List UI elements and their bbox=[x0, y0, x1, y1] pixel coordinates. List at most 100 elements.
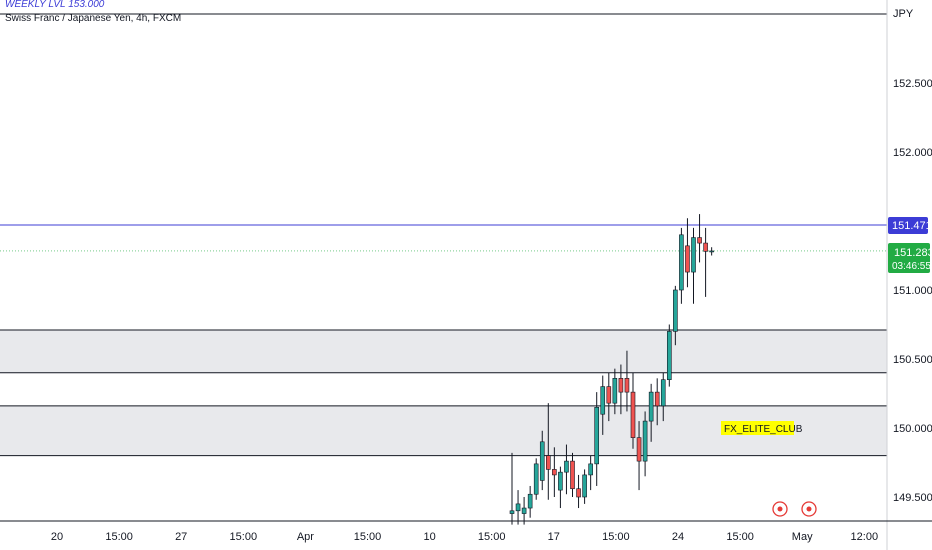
time-tick-label: 15:00 bbox=[478, 531, 506, 543]
price-tick-label: 152.500 bbox=[893, 78, 932, 90]
candle-body bbox=[576, 488, 581, 498]
event-marker-dot bbox=[777, 506, 783, 512]
price-tick-label: 149.500 bbox=[893, 492, 932, 504]
time-tick-label: 20 bbox=[51, 531, 63, 543]
candle-body bbox=[521, 507, 527, 514]
candle bbox=[654, 378, 660, 426]
level-price-badge[interactable] bbox=[888, 217, 928, 234]
price-tick-label: 150.500 bbox=[893, 354, 932, 366]
candle-body bbox=[673, 289, 678, 332]
candle bbox=[691, 227, 696, 304]
candle bbox=[630, 372, 636, 449]
candle-body bbox=[642, 420, 648, 462]
time-tick-label: 15:00 bbox=[230, 531, 258, 543]
candle bbox=[624, 350, 630, 412]
level-price-value: 151.471 bbox=[892, 220, 932, 232]
time-tick-label: 27 bbox=[175, 531, 187, 543]
time-tick-label: 12:00 bbox=[851, 531, 879, 543]
event-marker-1[interactable] bbox=[772, 501, 788, 517]
candle bbox=[648, 383, 654, 442]
candle bbox=[594, 392, 600, 486]
time-axis[interactable]: 20 15:00 27 15:00 Apr 15:00 10 15:00 17 15:00 24 15… bbox=[51, 531, 878, 543]
time-tick-label: 15:00 bbox=[105, 531, 133, 543]
weekly-level-label[interactable]: WEEKLY LVL 153.000 bbox=[5, 0, 105, 10]
time-tick-label: 24 bbox=[672, 531, 684, 543]
time-tick-label: 15:00 bbox=[602, 531, 630, 543]
candle bbox=[606, 372, 612, 422]
price-tick-label: 151.000 bbox=[893, 285, 932, 297]
candle-body bbox=[606, 386, 612, 404]
candle-body bbox=[709, 250, 714, 253]
time-tick-label: 17 bbox=[548, 531, 560, 543]
candle bbox=[673, 285, 678, 346]
countdown-timer: 03:46:55 bbox=[892, 261, 931, 272]
zone-1 bbox=[0, 330, 887, 373]
zones-layer bbox=[0, 329, 887, 457]
last-price-badge[interactable] bbox=[888, 243, 930, 273]
candle-body bbox=[533, 463, 539, 495]
candle bbox=[679, 227, 684, 304]
candle-body bbox=[630, 391, 636, 438]
candle-body bbox=[588, 463, 593, 476]
candle-body bbox=[545, 455, 551, 470]
candle-body bbox=[612, 378, 618, 404]
candle bbox=[582, 469, 587, 504]
candle bbox=[521, 497, 527, 525]
candle-body bbox=[527, 493, 533, 509]
candle-body bbox=[600, 386, 606, 415]
candle-body bbox=[660, 379, 666, 407]
candle bbox=[685, 218, 690, 288]
annotation-box[interactable] bbox=[721, 421, 794, 435]
candle-body bbox=[685, 245, 690, 273]
annotation-text[interactable]: FX_ELITE_CLUB bbox=[724, 424, 803, 435]
candle bbox=[552, 447, 557, 497]
candle-body bbox=[654, 391, 660, 407]
candle-body bbox=[515, 503, 521, 512]
candle bbox=[527, 485, 533, 518]
candle-body bbox=[618, 378, 624, 393]
candle bbox=[612, 368, 618, 415]
candle bbox=[539, 430, 545, 491]
candle-body bbox=[570, 460, 575, 490]
candle bbox=[558, 466, 563, 509]
candle bbox=[636, 421, 642, 491]
symbol-title[interactable]: Swiss Franc / Japanese Yen, 4h, FXCM bbox=[5, 13, 181, 24]
time-tick-label: 10 bbox=[423, 531, 435, 543]
candle bbox=[533, 458, 539, 500]
candle-body bbox=[703, 242, 708, 252]
candle-body bbox=[648, 391, 654, 422]
candle bbox=[703, 227, 708, 297]
price-tick-label: 152.000 bbox=[893, 147, 932, 159]
event-marker-dot bbox=[806, 506, 812, 512]
candle bbox=[666, 324, 672, 387]
candle-body bbox=[564, 460, 569, 473]
candles-layer bbox=[509, 214, 714, 525]
candle-body bbox=[582, 474, 587, 498]
candle bbox=[509, 452, 515, 525]
candle-body bbox=[594, 406, 600, 465]
candle bbox=[564, 444, 569, 495]
price-axis[interactable]: 152.500 152.000 151.000 150.500 150.000 149.5… bbox=[893, 78, 932, 504]
candle-body bbox=[679, 234, 684, 291]
price-axis-currency: JPY bbox=[893, 8, 914, 20]
time-tick-label: May bbox=[792, 531, 813, 543]
candle bbox=[570, 452, 575, 497]
candle bbox=[545, 403, 551, 500]
candle bbox=[600, 375, 606, 435]
candle bbox=[660, 372, 666, 422]
candle-body bbox=[558, 471, 563, 491]
candle-body bbox=[624, 378, 630, 393]
candle-body bbox=[636, 437, 642, 462]
candle-body bbox=[691, 237, 696, 273]
candle bbox=[697, 214, 702, 263]
candle-body bbox=[539, 441, 545, 481]
event-marker-2[interactable] bbox=[801, 501, 817, 517]
candle bbox=[642, 411, 648, 477]
candle-body bbox=[666, 331, 672, 380]
candle-body bbox=[509, 510, 515, 514]
price-tick-label: 150.000 bbox=[893, 423, 932, 435]
candle bbox=[515, 490, 521, 525]
candle bbox=[588, 455, 593, 491]
